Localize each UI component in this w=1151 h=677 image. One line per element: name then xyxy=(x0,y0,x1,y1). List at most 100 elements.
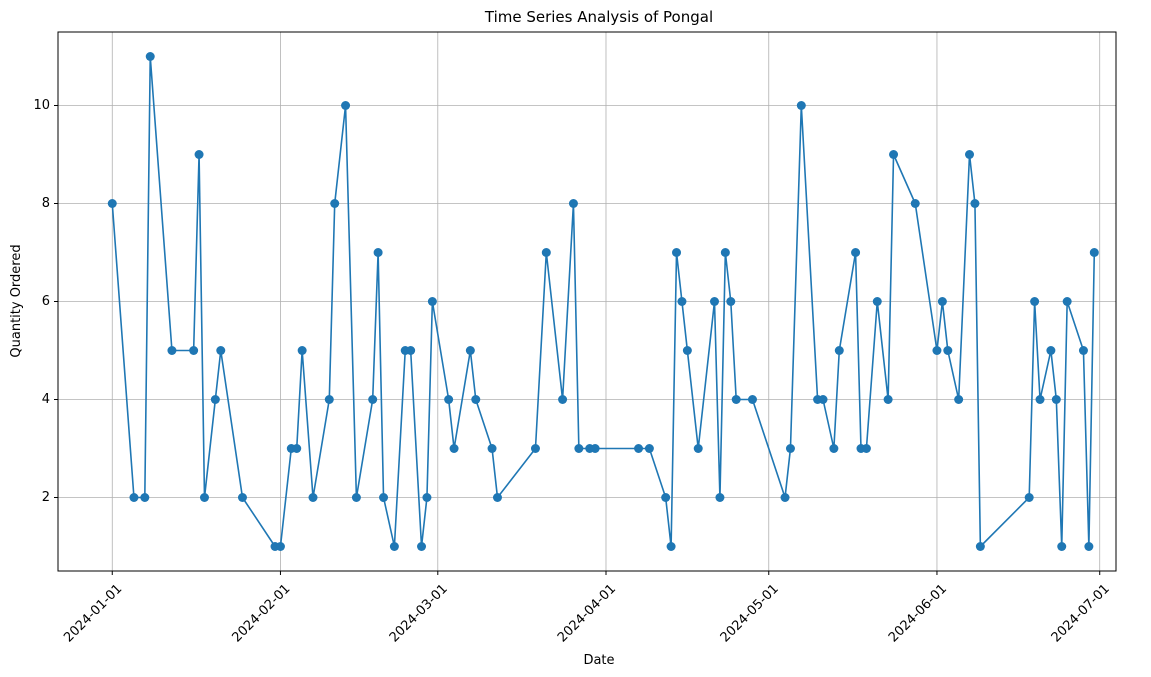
data-point xyxy=(275,542,285,551)
data-point xyxy=(889,150,899,159)
data-point xyxy=(379,493,389,502)
data-point xyxy=(167,346,177,355)
data-point xyxy=(970,199,980,208)
data-point xyxy=(954,395,964,404)
data-point xyxy=(422,493,432,502)
x-tick-label: 2024-06-01 xyxy=(886,581,950,645)
data-point xyxy=(1046,346,1056,355)
data-point xyxy=(710,297,719,306)
data-point xyxy=(975,542,985,551)
data-point xyxy=(308,493,318,502)
data-point xyxy=(715,493,725,502)
data-point xyxy=(492,493,502,502)
data-points xyxy=(107,52,1099,551)
data-point xyxy=(661,493,671,502)
data-point xyxy=(682,346,692,355)
x-axis-ticks: 2024-01-01 2024-02-01 2024-03-01 2024-04-01… xyxy=(61,571,1113,645)
data-point xyxy=(373,248,383,257)
data-point xyxy=(199,493,209,502)
data-point xyxy=(829,444,839,453)
data-point xyxy=(189,346,199,355)
data-point xyxy=(780,493,790,502)
data-point xyxy=(693,444,703,453)
y-tick-label: 6 xyxy=(42,294,50,309)
data-point xyxy=(417,542,427,551)
chart-title: Time Series Analysis of Pongal xyxy=(484,8,713,26)
data-point xyxy=(1057,542,1067,551)
data-point xyxy=(634,444,644,453)
data-point xyxy=(747,395,757,404)
data-point xyxy=(818,395,828,404)
data-point xyxy=(292,444,302,453)
data-point xyxy=(861,444,871,453)
x-tick-label: 2024-02-01 xyxy=(229,581,293,645)
x-tick-label: 2024-07-01 xyxy=(1049,581,1113,645)
y-axis-ticks: 2 4 6 8 10 xyxy=(33,98,58,505)
data-point xyxy=(530,444,540,453)
y-tick-label: 4 xyxy=(42,392,50,407)
grid-lines xyxy=(58,32,1116,571)
data-point xyxy=(590,444,600,453)
data-point xyxy=(351,493,361,502)
data-point xyxy=(427,297,437,306)
data-point xyxy=(324,395,334,404)
data-point xyxy=(107,199,117,208)
data-point xyxy=(145,52,155,61)
data-point xyxy=(297,346,307,355)
data-point xyxy=(389,542,399,551)
data-point xyxy=(677,297,687,306)
data-point xyxy=(910,199,920,208)
data-point xyxy=(194,150,204,159)
data-point xyxy=(471,395,481,404)
data-point xyxy=(574,444,584,453)
x-tick-label: 2024-01-01 xyxy=(61,581,125,645)
series-line xyxy=(111,55,1096,548)
data-point xyxy=(851,248,861,257)
data-point xyxy=(210,395,220,404)
data-point xyxy=(487,444,497,453)
data-point xyxy=(1078,346,1088,355)
x-tick-label: 2024-04-01 xyxy=(555,581,619,645)
data-point xyxy=(449,444,459,453)
data-point xyxy=(237,493,247,502)
data-point xyxy=(129,493,139,502)
x-tick-label: 2024-03-01 xyxy=(387,581,451,645)
data-point xyxy=(444,395,454,404)
data-point xyxy=(796,101,806,110)
data-point xyxy=(568,199,578,208)
data-point xyxy=(932,346,942,355)
data-point xyxy=(1084,542,1094,551)
series-polyline xyxy=(111,55,1096,548)
data-point xyxy=(644,444,654,453)
data-point xyxy=(834,346,844,355)
data-point xyxy=(330,199,340,208)
data-point xyxy=(406,346,416,355)
data-point xyxy=(731,395,741,404)
data-point xyxy=(1089,248,1099,257)
data-point xyxy=(1024,493,1034,502)
data-point xyxy=(726,297,736,306)
data-point xyxy=(872,297,882,306)
data-point xyxy=(785,444,795,453)
data-point xyxy=(1051,395,1061,404)
data-point xyxy=(1035,395,1045,404)
y-tick-label: 8 xyxy=(42,196,50,211)
data-point xyxy=(368,395,378,404)
y-tick-label: 2 xyxy=(42,490,50,505)
data-point xyxy=(465,346,475,355)
data-point xyxy=(1062,297,1072,306)
data-point xyxy=(937,297,947,306)
data-point xyxy=(216,346,226,355)
data-point xyxy=(341,101,351,110)
data-point xyxy=(541,248,551,257)
data-point xyxy=(720,248,730,257)
data-point xyxy=(965,150,975,159)
x-tick-label: 2024-05-01 xyxy=(718,581,782,645)
data-point xyxy=(558,395,568,404)
data-point xyxy=(1030,297,1040,306)
data-point xyxy=(943,346,953,355)
x-axis-label: Date xyxy=(583,653,614,668)
data-point xyxy=(666,542,676,551)
y-tick-label: 10 xyxy=(33,98,50,113)
